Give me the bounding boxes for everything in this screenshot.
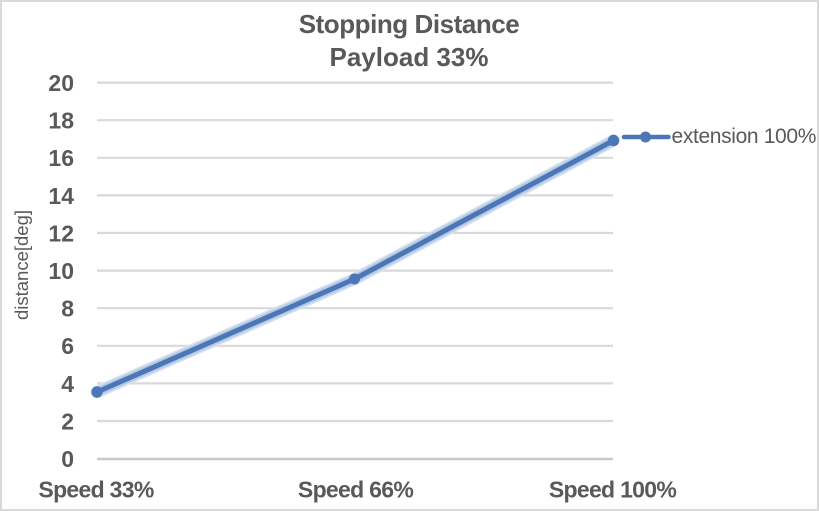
svg-text:4: 4	[61, 371, 74, 397]
svg-text:Speed 100%: Speed 100%	[549, 477, 676, 503]
svg-text:14: 14	[48, 183, 74, 209]
svg-text:Speed 33%: Speed 33%	[38, 477, 153, 503]
svg-text:20: 20	[48, 70, 74, 96]
svg-text:Payload 33%: Payload 33%	[330, 42, 489, 72]
svg-text:Speed 66%: Speed 66%	[298, 477, 413, 503]
svg-text:18: 18	[48, 108, 74, 134]
svg-text:6: 6	[61, 333, 74, 359]
svg-text:12: 12	[48, 220, 74, 246]
svg-text:distance[deg]: distance[deg]	[11, 210, 32, 320]
svg-text:16: 16	[48, 145, 74, 171]
svg-text:0: 0	[61, 446, 74, 472]
svg-text:extension 100%: extension 100%	[672, 125, 817, 148]
svg-text:2: 2	[61, 408, 74, 434]
svg-text:Stopping Distance: Stopping Distance	[299, 9, 520, 39]
svg-text:8: 8	[61, 296, 74, 322]
svg-text:10: 10	[48, 258, 74, 284]
